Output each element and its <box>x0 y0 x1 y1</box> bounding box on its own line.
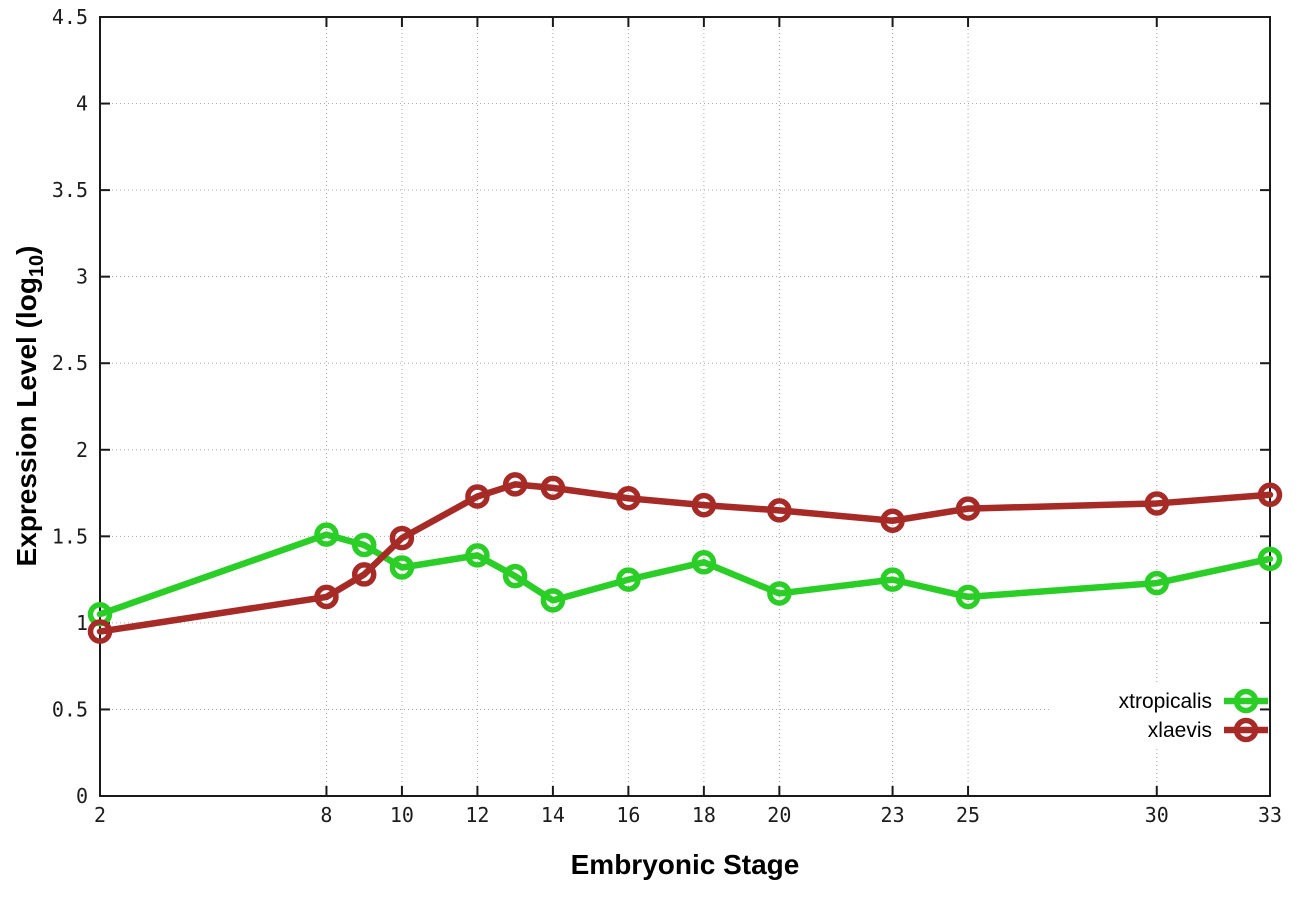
x-tick-label: 25 <box>956 803 980 827</box>
y-tick-label: 3 <box>76 265 88 289</box>
legend-item-xtropicalis: xtropicalis <box>1119 688 1268 714</box>
data-point-xtropicalis <box>691 550 717 575</box>
data-point-xtropicalis <box>351 532 377 558</box>
x-tick-label: 16 <box>616 803 640 827</box>
data-point-xtropicalis <box>389 555 415 580</box>
data-point-xlaevis <box>767 498 792 523</box>
x-tick-label: 18 <box>692 803 716 827</box>
data-point-xtropicalis <box>465 543 490 568</box>
data-point-xlaevis <box>87 619 113 644</box>
data-point-xtropicalis <box>1257 546 1283 572</box>
data-point-xtropicalis <box>502 563 528 589</box>
legend-marker-xlaevis-icon <box>1233 717 1259 743</box>
axis-tick-labels: 2 8 10 12 14 16 18 20 23 25 30 33 0 0.5 1 1.5 2 2.5 3 3.5 4 4… <box>52 5 1282 827</box>
x-tick-label: 33 <box>1258 803 1282 827</box>
data-series <box>87 472 1283 644</box>
data-point-xlaevis <box>314 584 339 610</box>
data-point-xlaevis <box>540 475 566 501</box>
gridlines <box>100 17 1270 796</box>
x-tick-label: 14 <box>541 803 565 827</box>
data-point-xlaevis <box>955 496 981 521</box>
legend-label-xtropicalis: xtropicalis <box>1119 690 1212 713</box>
y-tick-label: 1.5 <box>52 524 88 548</box>
x-tick-label: 30 <box>1145 803 1169 827</box>
y-tick-label: 0 <box>76 784 88 808</box>
x-tick-label: 12 <box>465 803 489 827</box>
legend-label-xlaevis: xlaevis <box>1148 719 1212 742</box>
data-point-xlaevis <box>616 485 641 511</box>
y-tick-label: 2.5 <box>52 351 88 375</box>
y-tick-label: 1 <box>76 611 88 635</box>
legend: xtropicalis xlaevis <box>1119 688 1268 743</box>
x-tick-label: 8 <box>320 803 332 827</box>
y-tick-label: 2 <box>76 438 88 462</box>
data-point-xtropicalis <box>955 584 981 610</box>
data-point-xtropicalis <box>880 567 905 592</box>
data-point-xtropicalis <box>1144 570 1170 596</box>
series-line-xlaevis <box>96 481 1274 635</box>
x-axis-title: Embryonic Stage <box>571 849 800 880</box>
legend-marker-xtropicalis-icon <box>1233 688 1259 714</box>
y-axis-title: Expression Level (log10) <box>11 246 48 567</box>
x-tick-label: 2 <box>94 803 106 827</box>
data-point-xlaevis <box>502 472 528 497</box>
data-point-xlaevis <box>1257 482 1283 508</box>
data-point-xlaevis <box>351 562 377 587</box>
y-tick-label: 4.5 <box>52 5 88 29</box>
data-point-xlaevis <box>691 492 717 518</box>
data-point-xtropicalis <box>314 522 339 547</box>
y-tick-label: 3.5 <box>52 178 88 202</box>
axis-ticks <box>99 16 1271 797</box>
data-point-xlaevis <box>389 525 415 551</box>
data-point-xlaevis <box>1144 491 1170 516</box>
plot-border <box>99 16 1271 797</box>
x-tick-label: 23 <box>881 803 905 827</box>
y-tick-label: 0.5 <box>52 697 88 721</box>
y-tick-label: 4 <box>76 92 88 116</box>
data-point-xtropicalis <box>616 567 641 592</box>
data-point-xlaevis <box>880 508 905 534</box>
legend-backing <box>1052 682 1264 746</box>
x-tick-label: 20 <box>767 803 791 827</box>
data-point-xtropicalis <box>540 588 566 613</box>
data-point-xlaevis <box>465 484 490 509</box>
legend-item-xlaevis: xlaevis <box>1148 717 1268 743</box>
data-point-xtropicalis <box>767 581 792 606</box>
x-tick-label: 10 <box>390 803 414 827</box>
